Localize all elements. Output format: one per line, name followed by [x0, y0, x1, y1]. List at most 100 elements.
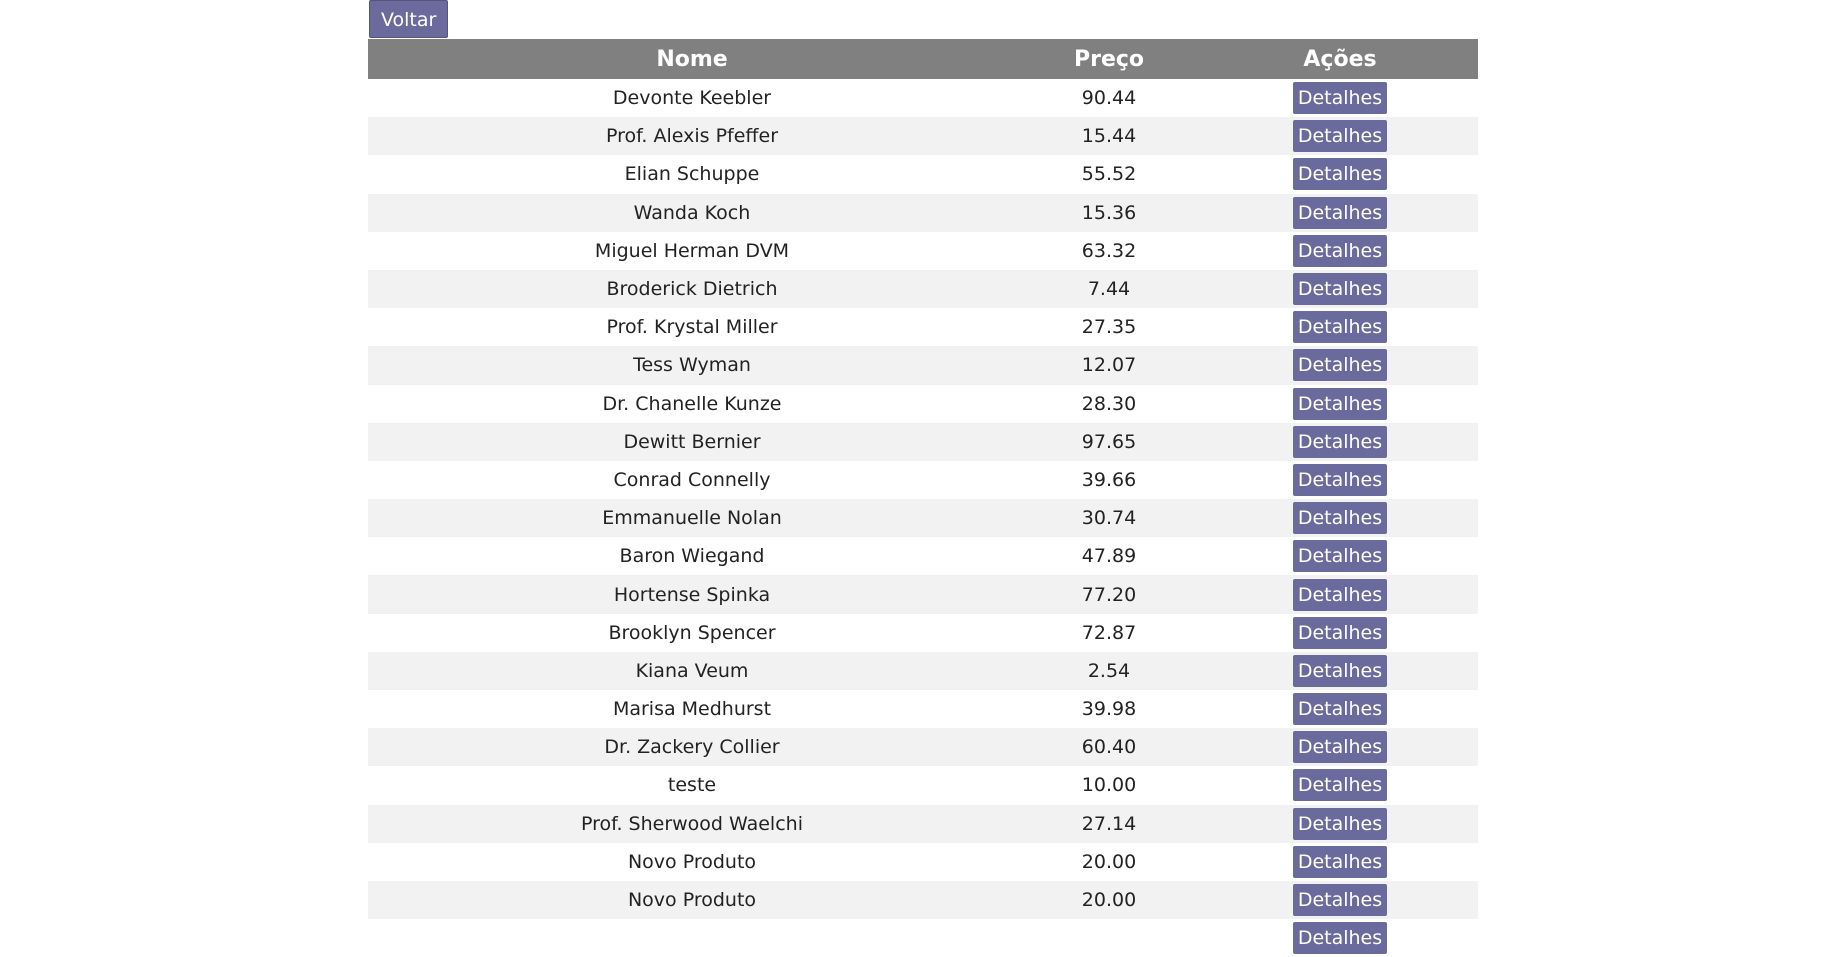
product-actions-cell: Detalhes [1202, 804, 1478, 843]
details-button[interactable]: Detalhes [1292, 693, 1388, 726]
product-actions-cell: Detalhes [1202, 575, 1478, 614]
product-price-cell: 30.74 [1016, 499, 1202, 538]
table-row: Novo Produto 20.00 Detalhes [368, 880, 1478, 920]
product-actions-cell: Detalhes [1202, 460, 1478, 500]
product-actions-cell: Detalhes [1202, 499, 1478, 538]
details-button[interactable]: Detalhes [1292, 502, 1388, 535]
product-price-cell: 27.14 [1016, 804, 1202, 843]
product-name-cell: Marisa Medhurst [368, 690, 1016, 729]
table-row: Baron Wiegand 47.89 Detalhes [368, 537, 1478, 576]
table-row: Brooklyn Spencer 72.87 Detalhes [368, 613, 1478, 652]
details-button[interactable]: Detalhes [1292, 845, 1388, 878]
product-price-cell: 15.44 [1016, 117, 1202, 156]
product-name-cell: teste [368, 766, 1016, 805]
product-actions-cell: Detalhes [1202, 651, 1478, 690]
product-actions-cell: Detalhes [1202, 880, 1478, 920]
details-button[interactable]: Detalhes [1292, 807, 1388, 840]
details-button[interactable]: Detalhes [1292, 654, 1388, 687]
product-actions-cell: Detalhes [1202, 117, 1478, 156]
product-price-cell: 77.20 [1016, 575, 1202, 614]
table-row: Broderick Dietrich 7.44 Detalhes [368, 269, 1478, 309]
details-button[interactable]: Detalhes [1292, 387, 1388, 420]
column-header-actions: Ações [1202, 39, 1478, 79]
table-row: Detalhes [368, 919, 1478, 957]
table-row: Dr. Zackery Collier 60.40 Detalhes [368, 728, 1478, 767]
details-button[interactable]: Detalhes [1292, 120, 1388, 153]
table-body: Devonte Keebler 90.44 Detalhes Prof. Alexis… [368, 79, 1478, 957]
product-actions-cell: Detalhes [1202, 231, 1478, 270]
products-page: Voltar Nome Preço Ações Devonte Keebler 9… [368, 0, 1478, 957]
product-name-cell: Devonte Keebler [368, 79, 1016, 118]
product-price-cell: 7.44 [1016, 269, 1202, 309]
product-price-cell: 20.00 [1016, 880, 1202, 920]
table-row: Dewitt Bernier 97.65 Detalhes [368, 422, 1478, 461]
product-price-cell: 47.89 [1016, 537, 1202, 576]
product-name-cell: Prof. Sherwood Waelchi [368, 804, 1016, 843]
product-price-cell: 90.44 [1016, 79, 1202, 118]
product-price-cell: 55.52 [1016, 155, 1202, 194]
product-name-cell: Broderick Dietrich [368, 269, 1016, 309]
product-name-cell: Prof. Krystal Miller [368, 308, 1016, 347]
product-actions-cell: Detalhes [1202, 346, 1478, 385]
table-row: Elian Schuppe 55.52 Detalhes [368, 155, 1478, 194]
table-header: Nome Preço Ações [368, 39, 1478, 79]
product-name-cell: Emmanuelle Nolan [368, 499, 1016, 538]
details-button[interactable]: Detalhes [1292, 769, 1388, 802]
details-button[interactable]: Detalhes [1292, 540, 1388, 573]
details-button[interactable]: Detalhes [1292, 884, 1388, 917]
product-name-cell: Novo Produto [368, 842, 1016, 881]
details-button[interactable]: Detalhes [1292, 234, 1388, 267]
details-button[interactable]: Detalhes [1292, 349, 1388, 382]
details-button[interactable]: Detalhes [1292, 463, 1388, 496]
product-actions-cell: Detalhes [1202, 79, 1478, 118]
table-row: Conrad Connelly 39.66 Detalhes [368, 460, 1478, 500]
product-price-cell [1016, 919, 1202, 957]
product-actions-cell: Detalhes [1202, 384, 1478, 423]
product-name-cell: Brooklyn Spencer [368, 613, 1016, 652]
details-button[interactable]: Detalhes [1292, 425, 1388, 458]
product-actions-cell: Detalhes [1202, 537, 1478, 576]
table-row: Wanda Koch 15.36 Detalhes [368, 193, 1478, 232]
product-actions-cell: Detalhes [1202, 422, 1478, 461]
product-name-cell: Prof. Alexis Pfeffer [368, 117, 1016, 156]
table-row: Marisa Medhurst 39.98 Detalhes [368, 690, 1478, 729]
table-row: Emmanuelle Nolan 30.74 Detalhes [368, 499, 1478, 538]
details-button[interactable]: Detalhes [1292, 578, 1388, 611]
details-button[interactable]: Detalhes [1292, 922, 1388, 955]
table-row: Tess Wyman 12.07 Detalhes [368, 346, 1478, 385]
product-name-cell: Hortense Spinka [368, 575, 1016, 614]
product-actions-cell: Detalhes [1202, 842, 1478, 881]
product-price-cell: 10.00 [1016, 766, 1202, 805]
product-actions-cell: Detalhes [1202, 308, 1478, 347]
product-name-cell: Kiana Veum [368, 651, 1016, 690]
table-row: Novo Produto 20.00 Detalhes [368, 842, 1478, 881]
product-name-cell: Dr. Zackery Collier [368, 728, 1016, 767]
product-actions-cell: Detalhes [1202, 766, 1478, 805]
details-button[interactable]: Detalhes [1292, 616, 1388, 649]
table-row: Prof. Sherwood Waelchi 27.14 Detalhes [368, 804, 1478, 843]
details-button[interactable]: Detalhes [1292, 731, 1388, 764]
details-button[interactable]: Detalhes [1292, 311, 1388, 344]
details-button[interactable]: Detalhes [1292, 82, 1388, 115]
details-button[interactable]: Detalhes [1292, 158, 1388, 191]
products-table: Nome Preço Ações Devonte Keebler 90.44 Det… [368, 39, 1478, 957]
product-name-cell: Conrad Connelly [368, 460, 1016, 500]
product-price-cell: 2.54 [1016, 651, 1202, 690]
product-price-cell: 97.65 [1016, 422, 1202, 461]
product-name-cell: Tess Wyman [368, 346, 1016, 385]
product-price-cell: 39.98 [1016, 690, 1202, 729]
table-row: teste 10.00 Detalhes [368, 766, 1478, 805]
product-name-cell: Dewitt Bernier [368, 422, 1016, 461]
product-name-cell: Baron Wiegand [368, 537, 1016, 576]
product-price-cell: 27.35 [1016, 308, 1202, 347]
details-button[interactable]: Detalhes [1292, 196, 1388, 229]
product-name-cell: Elian Schuppe [368, 155, 1016, 194]
details-button[interactable]: Detalhes [1292, 273, 1388, 306]
product-price-cell: 72.87 [1016, 613, 1202, 652]
product-price-cell: 60.40 [1016, 728, 1202, 767]
back-button[interactable]: Voltar [369, 0, 449, 38]
product-price-cell: 63.32 [1016, 231, 1202, 270]
product-price-cell: 28.30 [1016, 384, 1202, 423]
table-row: Prof. Krystal Miller 27.35 Detalhes [368, 308, 1478, 347]
product-price-cell: 12.07 [1016, 346, 1202, 385]
